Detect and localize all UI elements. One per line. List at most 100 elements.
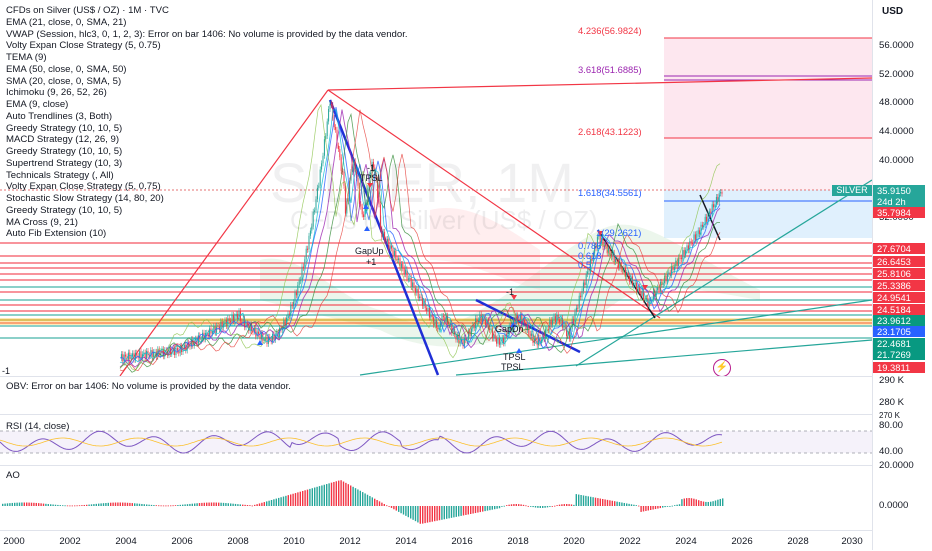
ao-bar: [395, 506, 397, 511]
candle-body: [315, 199, 317, 211]
legend-item[interactable]: EMA (21, close, 0, SMA, 21): [6, 16, 127, 28]
legend-item[interactable]: EMA (50, close, 0, SMA, 50): [6, 63, 127, 75]
legend-item[interactable]: Technicals Strategy (, All): [6, 169, 114, 181]
legend-item[interactable]: EMA (9, close): [6, 99, 69, 110]
pane-divider[interactable]: [0, 465, 872, 466]
candle-body: [602, 238, 604, 248]
legend-item[interactable]: Volty Expan Close Strategy (5, 0.75): [6, 181, 161, 193]
ao-pane[interactable]: AO: [0, 466, 872, 530]
ao-bar: [81, 505, 83, 506]
ao-bar: [52, 504, 54, 506]
candle-body: [480, 314, 482, 322]
candle-body: [685, 250, 687, 255]
ao-bar: [578, 494, 580, 506]
symbol-price-tag[interactable]: SILVER: [832, 185, 872, 196]
legend-item[interactable]: Auto Trendlines (3, Both): [6, 110, 113, 122]
ao-bar: [76, 505, 78, 507]
legend-item[interactable]: Greedy Strategy (10, 10, 5): [6, 146, 123, 157]
candle-body: [637, 286, 639, 292]
candle-body: [287, 313, 289, 318]
rsi-ma-line: [0, 437, 723, 447]
chart-title[interactable]: CFDs on Silver (US$ / OZ) · 1M · TVC: [6, 5, 169, 16]
ao-bar: [426, 506, 429, 523]
lightning-icon[interactable]: ⚡: [713, 359, 731, 377]
candle-body: [217, 325, 219, 327]
ao-bar: [506, 505, 508, 506]
legend-item[interactable]: MA Cross (9, 21): [6, 216, 78, 228]
ao-bar: [700, 500, 702, 506]
candle-body: [494, 334, 496, 339]
ao-bar: [374, 498, 376, 506]
price-pane[interactable]: SILVER, 1M CFDs on Silver (US$ / OZ) 4.2…: [0, 0, 872, 377]
tema-line: [119, 112, 720, 373]
pane-divider[interactable]: [0, 376, 872, 377]
ao-bar: [179, 504, 181, 506]
legend-item[interactable]: Supertrend Strategy (10, 3): [6, 157, 123, 169]
time-axis[interactable]: 2000 2002 2004 2006 2008 2010 2012 2014 …: [0, 530, 872, 551]
legend-item[interactable]: TEMA (9): [6, 52, 47, 63]
obv-pane[interactable]: OBV: Error on bar 1406: No volume is pro…: [0, 377, 872, 414]
signal-arrow-icon: [367, 183, 373, 188]
legend-item[interactable]: VWAP (Session, hlc3, 0, 1, 2, 3): Error …: [6, 28, 408, 40]
candle-body: [697, 230, 699, 234]
fib-zone: [664, 38, 872, 138]
ao-bar: [412, 506, 414, 520]
legend-item[interactable]: Greedy Strategy (10, 10, 5): [6, 122, 123, 134]
ao-bar: [50, 504, 52, 506]
candle-body: [652, 291, 654, 300]
ao-bar: [90, 504, 93, 506]
ao-bar: [510, 504, 513, 506]
ao-bar: [131, 503, 133, 506]
pane-divider[interactable]: [0, 414, 872, 415]
symbol-watermark: SILVER, 1M: [270, 151, 574, 214]
ao-bar: [366, 494, 369, 506]
price-tag: 22.4681: [873, 338, 925, 349]
candle-body: [419, 296, 421, 299]
signal-arrow-icon: [597, 231, 603, 236]
legend-item[interactable]: Auto Fib Extension (10): [6, 228, 107, 240]
candle-body: [343, 171, 345, 186]
candle-body: [680, 257, 682, 260]
legend-item[interactable]: Stochastic Slow Strategy (14, 80, 20): [6, 193, 164, 204]
candle-body: [249, 324, 251, 331]
rsi-label[interactable]: RSI (14, close): [6, 421, 70, 432]
candle-body: [668, 272, 670, 274]
candle-body: [398, 258, 400, 261]
candle-body: [692, 242, 694, 244]
ao-bar: [614, 501, 616, 506]
candle-body: [671, 265, 673, 276]
candle-body: [549, 319, 551, 330]
ao-bar: [222, 502, 225, 506]
ao-bar: [246, 505, 249, 506]
rsi-pane[interactable]: RSI (14, close): [0, 415, 872, 465]
legend-item[interactable]: MACD Strategy (12, 26, 9): [6, 134, 120, 146]
legend-item[interactable]: Volty Expan Close Strategy (5, 0.75): [6, 40, 161, 52]
candle-body: [615, 258, 617, 263]
price-tick: 40.0000: [879, 155, 914, 166]
price-axis[interactable]: USD 56.0000 52.0000 48.0000 44.0000 40.0…: [872, 0, 932, 550]
candle-body: [417, 288, 419, 299]
legend-item[interactable]: SMA (20, close, 0, SMA, 5): [6, 75, 122, 87]
price-chart-canvas[interactable]: [0, 0, 872, 376]
ao-bar: [693, 498, 695, 506]
ao-bar: [364, 493, 366, 506]
ao-bar: [218, 502, 220, 506]
legend-item[interactable]: Ichimoku (9, 26, 52, 26): [6, 87, 107, 99]
ao-bar: [652, 506, 654, 510]
candle-body: [542, 334, 544, 340]
legend-item[interactable]: Greedy Strategy (10, 10, 5): [6, 204, 123, 216]
fib-zone: [664, 190, 872, 238]
obv-label[interactable]: OBV: Error on bar 1406: No volume is pro…: [6, 381, 291, 392]
ao-bar: [362, 492, 364, 506]
ao-bar: [40, 503, 42, 506]
currency-label[interactable]: USD: [882, 6, 904, 17]
candle-body: [371, 161, 373, 173]
candle-body: [199, 335, 201, 340]
candle-body: [321, 163, 323, 170]
candle-body: [550, 319, 552, 325]
candle-body: [220, 321, 222, 330]
candle-body: [311, 226, 313, 231]
ao-label[interactable]: AO: [6, 470, 20, 481]
price-tag: 21.7269: [873, 349, 925, 360]
candle-body: [403, 268, 405, 275]
